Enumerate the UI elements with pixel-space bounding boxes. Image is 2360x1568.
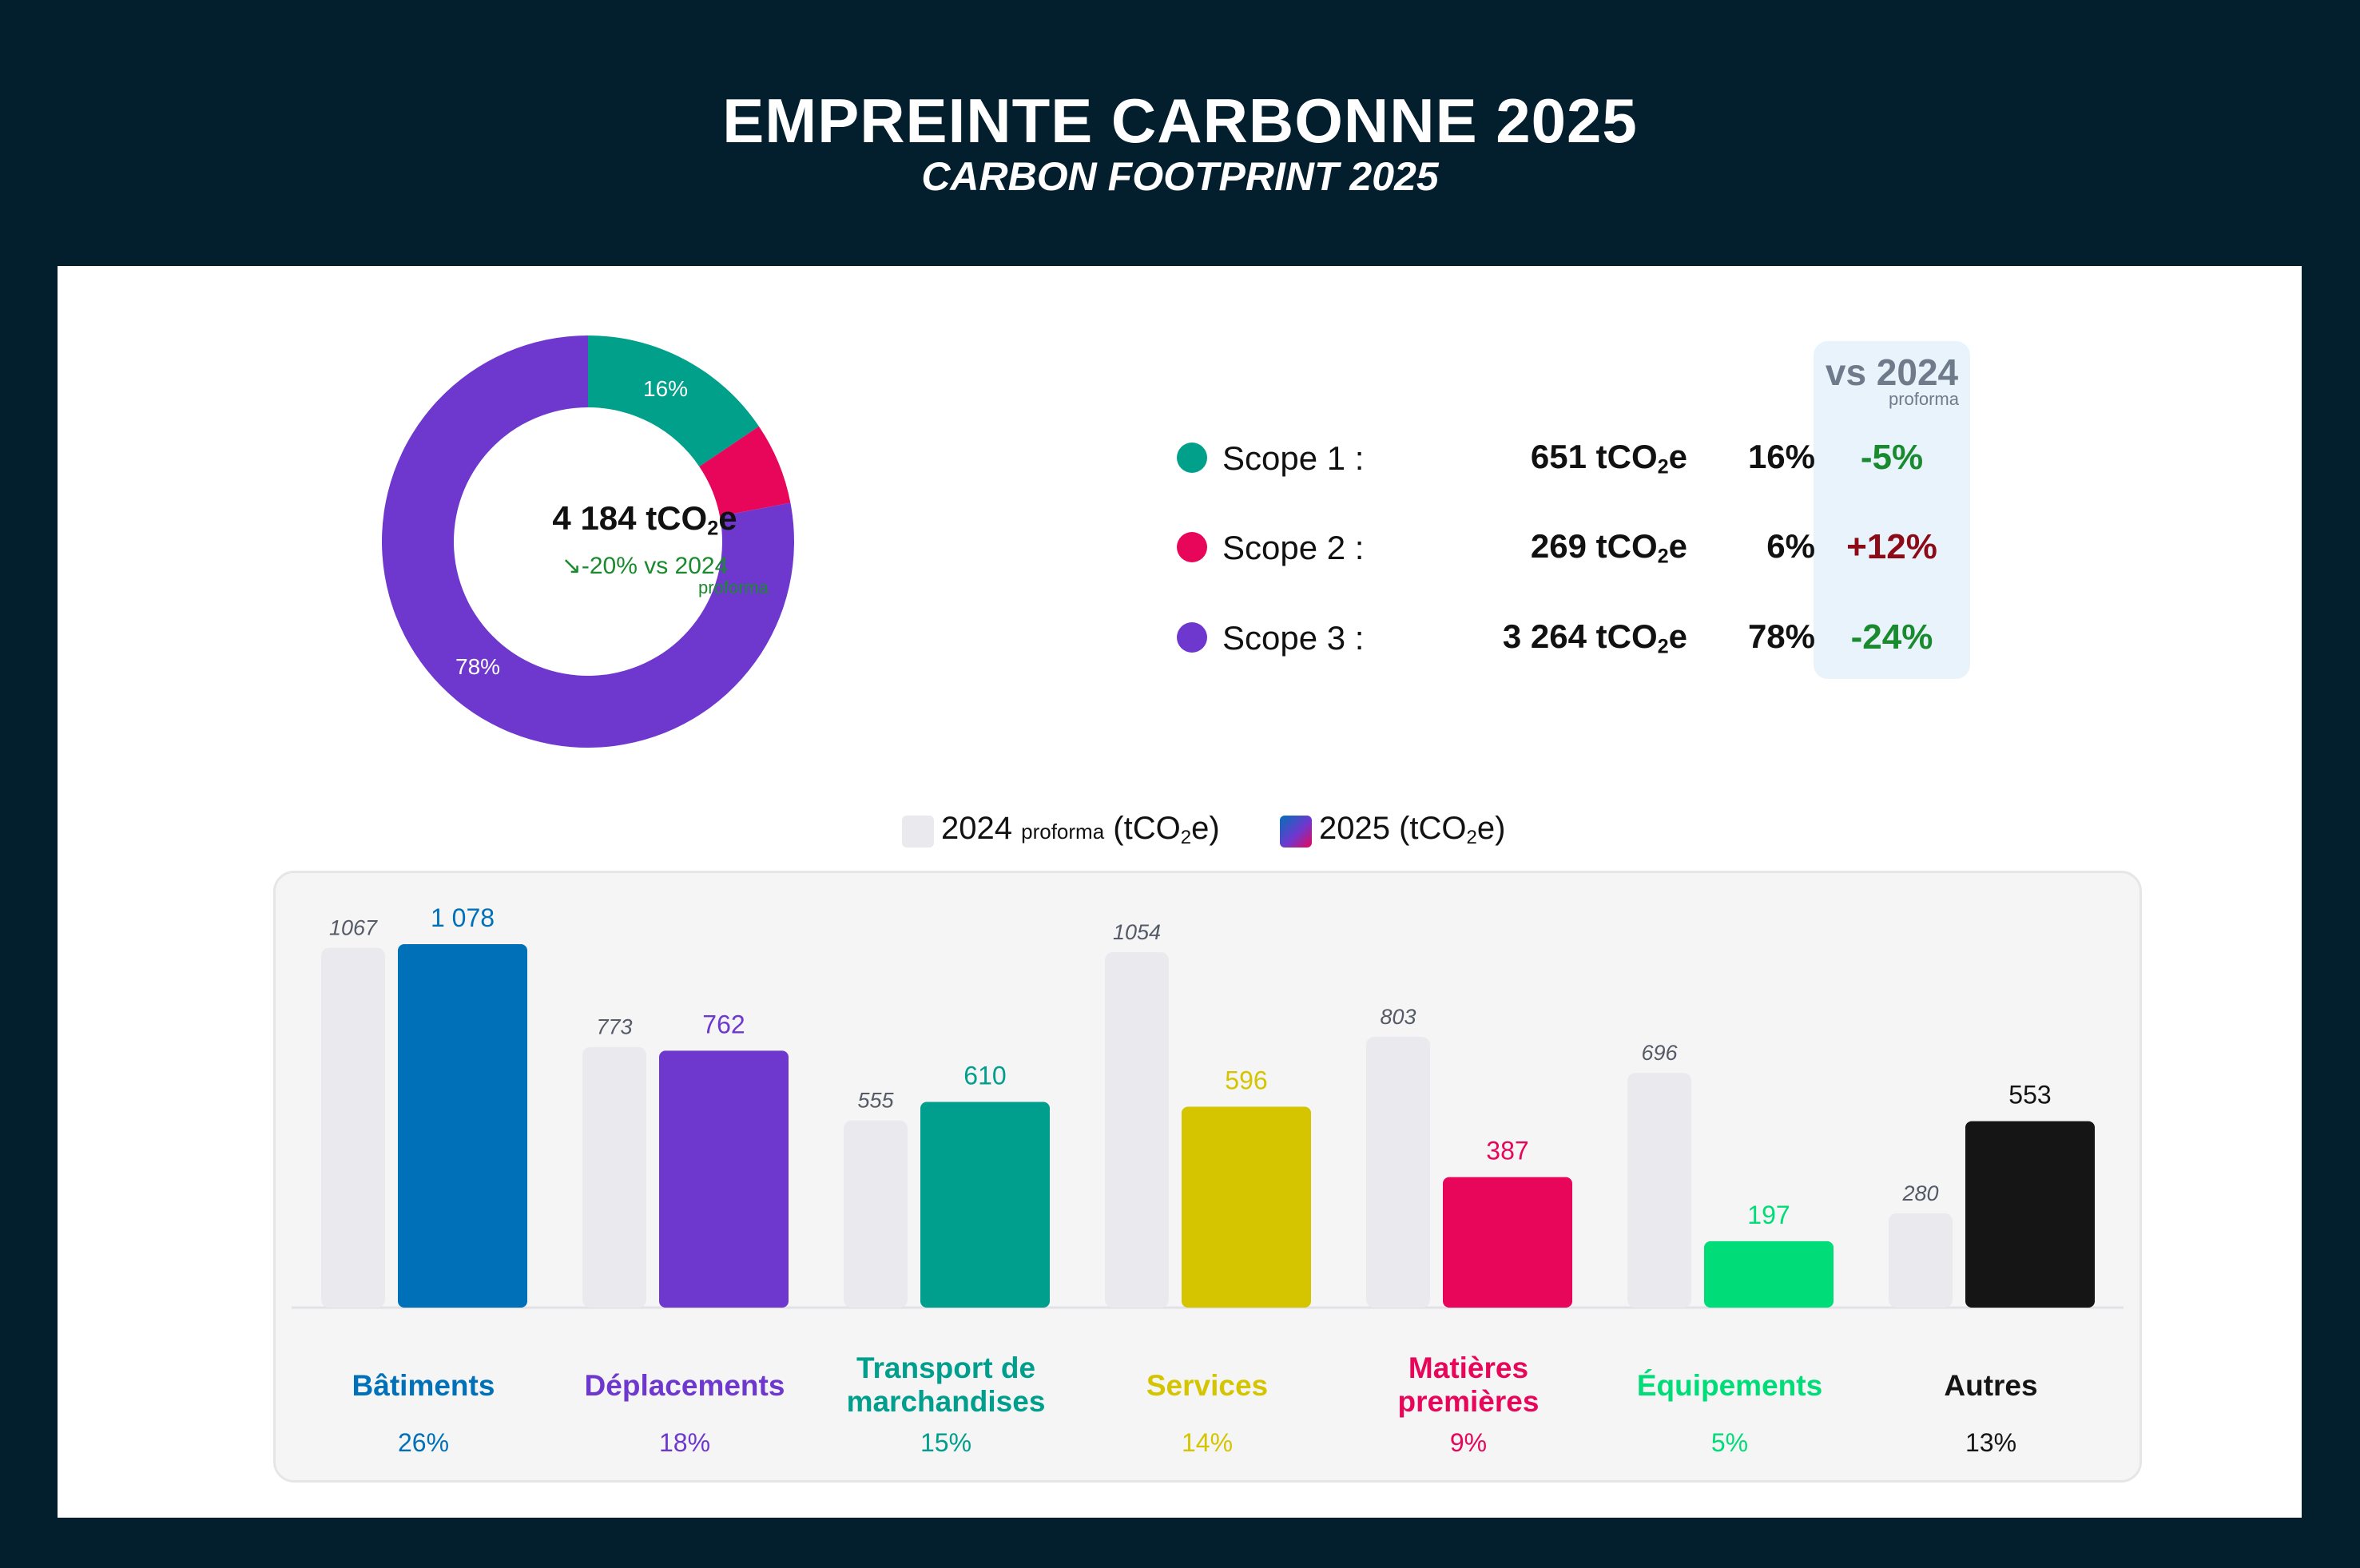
- category-label-services: Services: [1146, 1369, 1268, 1402]
- scope-3-delta: -24%: [1850, 617, 1933, 657]
- scope-3-percent: 78%: [1747, 617, 1815, 655]
- share-label-deplacements: 18%: [659, 1428, 710, 1457]
- bar-2024-services: [1105, 952, 1169, 1308]
- value-label-2024-services: 1054: [1113, 920, 1161, 944]
- share-label-matieres-premieres: 9%: [1450, 1428, 1487, 1457]
- share-label-batiments: 26%: [398, 1428, 449, 1457]
- value-label-2025-equipements: 197: [1747, 1201, 1790, 1229]
- bar-2025-equipements: [1704, 1241, 1834, 1308]
- category-label-matieres-premieres: premières: [1398, 1385, 1540, 1418]
- chart-legend: 2024 proforma (tCO2e) 2025 (tCO2e): [58, 811, 2302, 851]
- value-label-2024-autres: 280: [1901, 1181, 1938, 1205]
- scope-1-dot: [1177, 443, 1207, 473]
- value-label-2025-matieres-premieres: 387: [1486, 1137, 1528, 1165]
- bar-2025-batiments: [398, 944, 527, 1308]
- value-label-2024-deplacements: 773: [596, 1015, 632, 1039]
- legend-2024-label: 2024 proforma (tCO2e): [941, 811, 1220, 848]
- donut-delta: ↘-20% vs 2024: [561, 553, 729, 579]
- scope-2-value: 269 tCO2e: [1530, 527, 1687, 568]
- bar-2024-autres: [1889, 1213, 1953, 1308]
- bar-2024-matieres-premieres: [1366, 1037, 1430, 1308]
- scope-2-name: Scope 2 :: [1222, 529, 1365, 566]
- legend-2025-label: 2025 (tCO2e): [1319, 811, 1506, 848]
- category-label-transport-de-marchandises: marchandises: [847, 1385, 1046, 1418]
- value-label-2025-autres: 553: [2008, 1081, 2051, 1110]
- category-label-batiments: Bâtiments: [352, 1369, 495, 1402]
- category-label-matieres-premieres: Matières: [1408, 1352, 1528, 1384]
- bar-2024-deplacements: [582, 1046, 646, 1308]
- category-label-equipements: Équipements: [1637, 1369, 1822, 1402]
- bar-2025-deplacements: [659, 1050, 789, 1308]
- page-title: EMPREINTE CARBONNE 2025: [722, 85, 1638, 156]
- value-label-2025-services: 596: [1225, 1066, 1267, 1094]
- category-label-deplacements: Déplacements: [585, 1369, 785, 1402]
- value-label-2025-batiments: 1 078: [431, 903, 495, 932]
- bar-2025-matieres-premieres: [1443, 1177, 1572, 1308]
- scope-1-percent: 16%: [1747, 438, 1815, 475]
- comparison-title: vs 2024: [1825, 351, 1959, 393]
- bar-chart-frame: 1067 1 078 Bâtiments 26% 773 762 Déplacements 1…: [273, 871, 2142, 1483]
- scope-2-dot: [1177, 532, 1207, 562]
- donut-chart: [382, 335, 795, 748]
- donut-slice-scope-3: [382, 335, 795, 748]
- scope-row-1: Scope 1 : 651 tCO2e 16% -5%: [58, 433, 2302, 481]
- legend-2025-swatch: [1280, 816, 1312, 848]
- bar-2025-transport-de-marchandises: [920, 1102, 1050, 1308]
- scope-3-name: Scope 3 :: [1222, 619, 1365, 657]
- scope-2-delta: +12%: [1846, 527, 1937, 566]
- scope-3-dot: [1177, 622, 1207, 653]
- value-label-2025-transport-de-marchandises: 610: [963, 1062, 1006, 1090]
- share-label-autres: 13%: [1965, 1428, 2016, 1457]
- share-label-transport-de-marchandises: 15%: [920, 1428, 971, 1457]
- content-panel: 4 184 tCO2e ↘-20% vs 2024 proforma 16% 7…: [58, 266, 2302, 1518]
- value-label-2024-matieres-premieres: 803: [1380, 1005, 1416, 1029]
- bar-2024-equipements: [1627, 1073, 1691, 1308]
- value-label-2024-transport-de-marchandises: 555: [857, 1089, 894, 1113]
- donut-slice-scope-2: [699, 426, 791, 517]
- value-label-2024-batiments: 1067: [329, 916, 378, 940]
- category-label-autres: Autres: [1944, 1369, 2037, 1402]
- donut-delta-sub: proforma: [697, 578, 769, 597]
- share-label-services: 14%: [1182, 1428, 1233, 1457]
- scope-1-name: Scope 1 :: [1222, 439, 1365, 477]
- scope-row-3: Scope 3 : 3 264 tCO2e 78% -24%: [58, 613, 2302, 661]
- share-label-equipements: 5%: [1711, 1428, 1748, 1457]
- value-label-2025-deplacements: 762: [702, 1010, 745, 1038]
- value-label-2024-equipements: 696: [1641, 1041, 1678, 1065]
- scope-3-value: 3 264 tCO2e: [1502, 617, 1687, 658]
- scope-1-value: 651 tCO2e: [1530, 438, 1687, 478]
- bar-chart: 1067 1 078 Bâtiments 26% 773 762 Déplacements 1…: [292, 903, 2124, 1457]
- page-subtitle: CARBON FOOTPRINT 2025: [921, 154, 1439, 199]
- donut-total: 4 184 tCO2e: [552, 499, 737, 540]
- bar-2024-transport-de-marchandises: [844, 1120, 908, 1308]
- legend-2024-swatch: [902, 816, 934, 848]
- scope-2-percent: 6%: [1766, 527, 1815, 565]
- donut-label-scope3: 78%: [455, 654, 501, 679]
- comparison-sub: proforma: [1888, 389, 1959, 409]
- bar-2025-services: [1182, 1106, 1311, 1308]
- bar-2025-autres: [1965, 1121, 2095, 1308]
- donut-label-scope1: 16%: [643, 376, 689, 401]
- bar-2024-batiments: [321, 947, 385, 1308]
- donut-slice-scope-1: [588, 335, 759, 467]
- scope-1-delta: -5%: [1860, 438, 1924, 477]
- category-label-transport-de-marchandises: Transport de: [856, 1352, 1035, 1384]
- comparison-box: [1814, 341, 1970, 679]
- scope-row-2: Scope 2 : 269 tCO2e 6% +12%: [58, 522, 2302, 570]
